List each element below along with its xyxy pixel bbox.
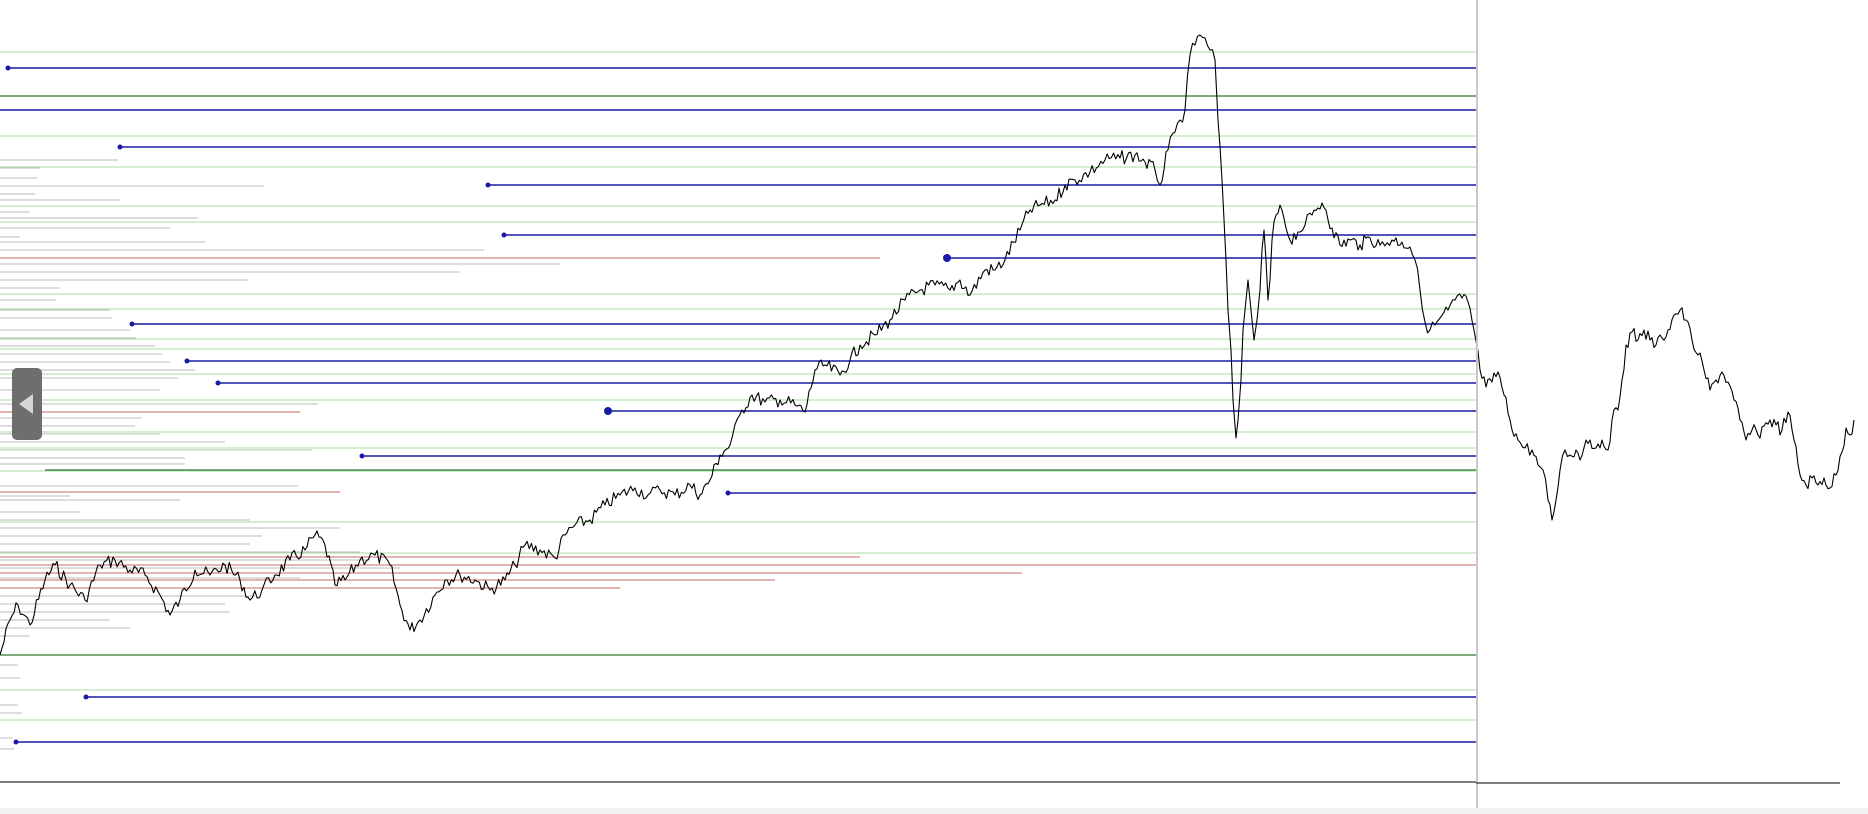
collapse-panel-button[interactable]	[12, 368, 42, 440]
resistance-levels	[0, 257, 1478, 589]
price-line	[0, 34, 1855, 656]
level-marker-4	[943, 254, 951, 262]
volume-profile	[0, 159, 576, 750]
panel-divider	[1476, 0, 1478, 814]
minor-levels	[0, 51, 1476, 721]
level-marker-3	[501, 232, 507, 238]
chevron-left-icon	[19, 394, 33, 414]
support-levels	[0, 67, 1476, 743]
price-series	[0, 34, 1855, 656]
level-marker-1	[117, 144, 123, 150]
level-marker-5	[129, 321, 135, 327]
major-levels	[0, 95, 1476, 656]
level-marker-7	[215, 380, 221, 386]
level-marker-12	[13, 739, 19, 745]
level-marker-2	[485, 182, 491, 188]
level-marker-6	[184, 358, 190, 364]
level-marker-8	[604, 407, 612, 415]
level-marker-9	[359, 453, 365, 459]
level-marker-0	[5, 65, 11, 71]
level-marker-11	[83, 694, 89, 700]
bottom-strip	[0, 808, 1868, 814]
level-markers	[5, 65, 951, 745]
level-marker-10	[725, 490, 731, 496]
